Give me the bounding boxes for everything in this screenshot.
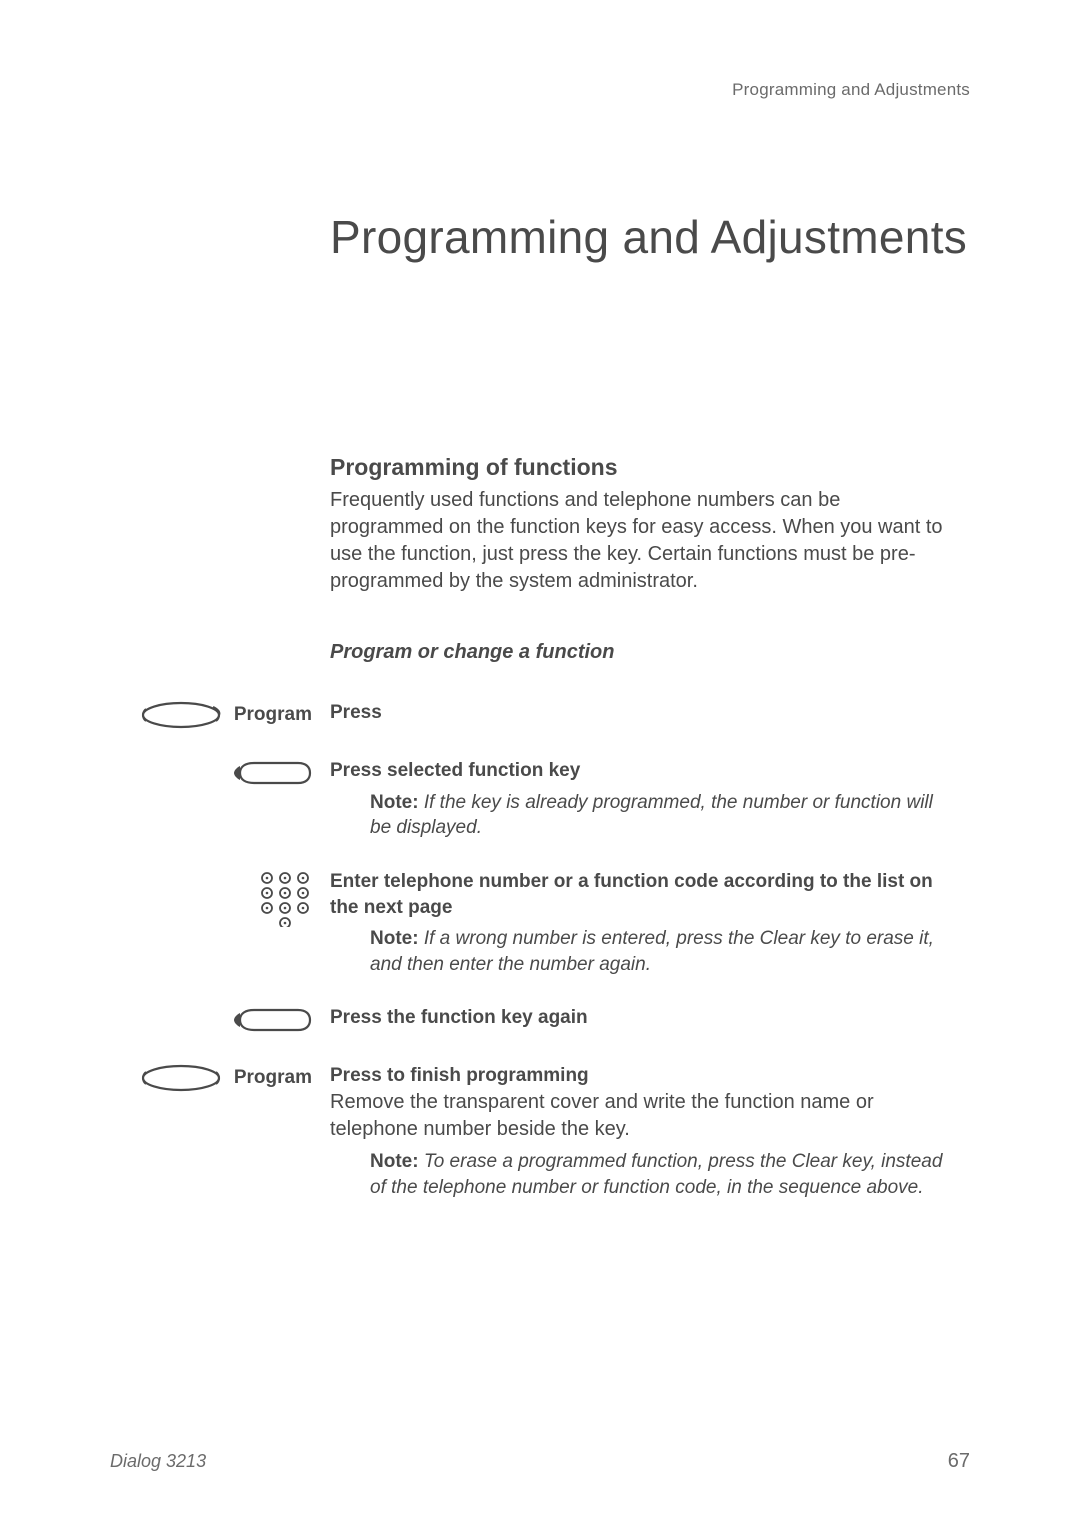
step-note: Note: To erase a programmed function, pr… <box>330 1149 950 1200</box>
step-right: Press to finish programming Remove the t… <box>330 1063 950 1200</box>
footer-model: Dialog 3213 <box>110 1451 206 1472</box>
step-right: Press the function key again <box>330 1005 950 1031</box>
step-row: Press selected function key Note: If the… <box>110 758 970 841</box>
step-right: Press selected function key Note: If the… <box>330 758 950 841</box>
section-subheading: Program or change a function <box>330 641 950 664</box>
section: Programming of functions Frequently used… <box>330 454 950 664</box>
keypad-icon <box>258 871 312 927</box>
step-plain: Remove the transparent cover and write t… <box>330 1089 950 1143</box>
step-strong: Press the function key again <box>330 1005 950 1031</box>
running-head: Programming and Adjustments <box>110 80 970 100</box>
step-strong: Press to finish programming <box>330 1063 950 1089</box>
note-body: If a wrong number is entered, press the … <box>370 928 934 975</box>
oval-key-icon <box>140 700 222 730</box>
step-strong: Press selected function key <box>330 758 950 784</box>
note-label: Note: <box>370 1151 419 1172</box>
step-left <box>110 758 330 788</box>
steps-list: Program Press Press selected function ke… <box>110 700 970 1200</box>
note-label: Note: <box>370 928 419 949</box>
step-row: Program Press to finish programming Remo… <box>110 1063 970 1200</box>
step-right: Press <box>330 700 950 726</box>
step-left <box>110 869 330 927</box>
step-left <box>110 1005 330 1035</box>
step-note: Note: If the key is already programmed, … <box>330 790 950 841</box>
step-row: Program Press <box>110 700 970 730</box>
note-label: Note: <box>370 792 419 813</box>
section-body: Frequently used functions and telephone … <box>330 487 950 595</box>
section-heading: Programming of functions <box>330 454 950 481</box>
step-left-label: Program <box>234 700 312 730</box>
step-left: Program <box>110 1063 330 1093</box>
step-row: Press the function key again <box>110 1005 970 1035</box>
page: Programming and Adjustments Programming … <box>0 0 1080 1533</box>
step-strong: Press <box>330 700 950 726</box>
step-right: Enter telephone number or a function cod… <box>330 869 950 978</box>
step-strong: Enter telephone number or a function cod… <box>330 869 950 920</box>
page-title: Programming and Adjustments <box>330 210 970 264</box>
oval-key-icon <box>140 1063 222 1093</box>
note-body: To erase a programmed function, press th… <box>370 1151 942 1198</box>
footer-page-number: 67 <box>948 1450 970 1473</box>
page-footer: Dialog 3213 67 <box>110 1450 970 1473</box>
tab-key-icon <box>230 758 312 788</box>
note-body: If the key is already programmed, the nu… <box>370 792 933 839</box>
step-left-label: Program <box>234 1063 312 1093</box>
step-left: Program <box>110 700 330 730</box>
step-note: Note: If a wrong number is entered, pres… <box>330 926 950 977</box>
tab-key-icon <box>230 1005 312 1035</box>
step-row: Enter telephone number or a function cod… <box>110 869 970 978</box>
